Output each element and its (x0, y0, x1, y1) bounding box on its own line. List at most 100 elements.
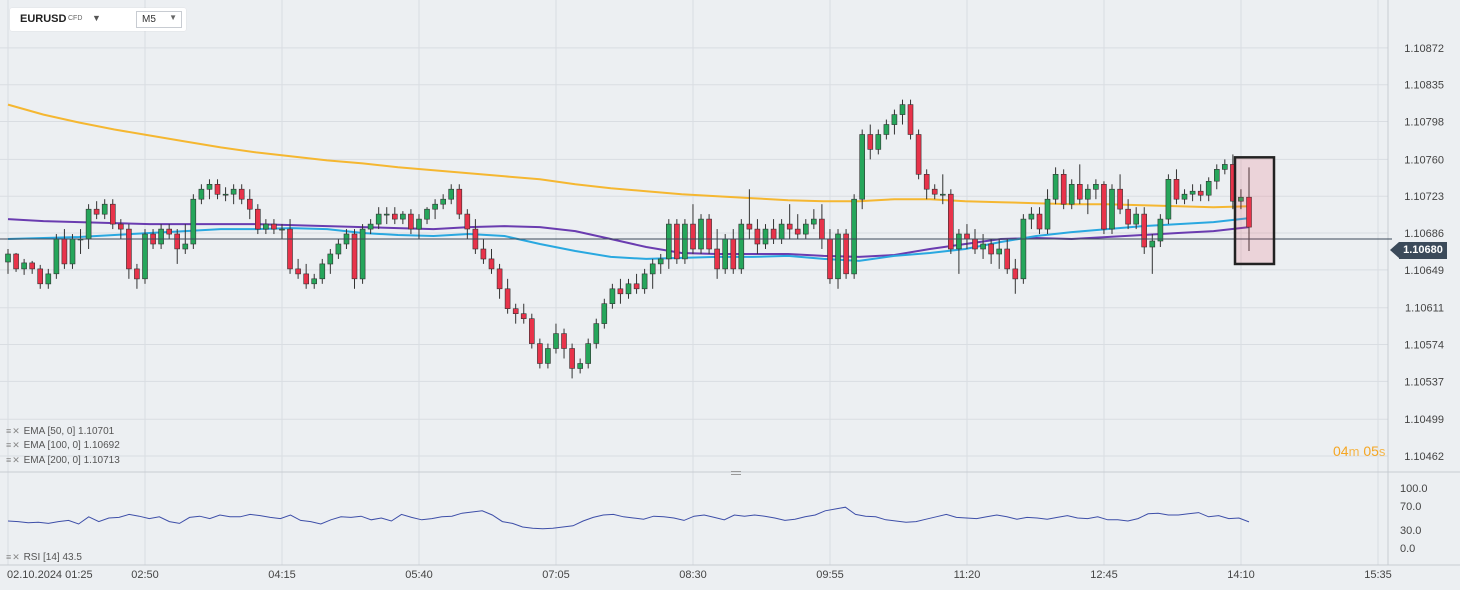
candle[interactable] (383, 207, 390, 225)
candle[interactable] (327, 248, 334, 274)
candle[interactable] (271, 219, 277, 235)
candle[interactable] (537, 338, 543, 369)
candle[interactable] (609, 283, 616, 309)
candle[interactable] (61, 229, 68, 269)
candle[interactable] (134, 263, 140, 289)
candle[interactable] (424, 207, 430, 225)
candle[interactable] (359, 224, 366, 284)
candle[interactable] (730, 229, 737, 274)
ema50-legend[interactable]: ≡✕ EMA [50, 0] 1.10701 (6, 426, 114, 437)
candle[interactable] (432, 199, 438, 220)
candle[interactable] (843, 229, 849, 279)
candle[interactable] (464, 209, 471, 240)
candle[interactable] (810, 209, 817, 230)
candle[interactable] (206, 179, 213, 200)
candle[interactable] (577, 358, 584, 374)
candle[interactable] (633, 273, 640, 294)
candle[interactable] (1165, 174, 1172, 225)
candle[interactable] (561, 328, 567, 359)
candle[interactable] (456, 184, 463, 220)
candle[interactable] (1173, 169, 1180, 205)
candle[interactable] (569, 343, 575, 379)
candle[interactable] (13, 252, 19, 272)
candle[interactable] (907, 99, 914, 140)
candle[interactable] (641, 268, 648, 294)
candle[interactable] (1141, 207, 1147, 254)
candle[interactable] (1085, 184, 1091, 215)
candle[interactable] (1077, 164, 1083, 205)
rsi-legend[interactable]: ≡✕ RSI [14] 43.5 (6, 552, 82, 563)
candle[interactable] (738, 219, 745, 274)
candle[interactable] (5, 248, 11, 274)
candle[interactable] (166, 224, 172, 240)
candle[interactable] (698, 214, 704, 254)
candle[interactable] (786, 204, 793, 240)
candle[interactable] (1189, 184, 1196, 202)
candle[interactable] (158, 224, 164, 249)
candle[interactable] (1133, 207, 1139, 230)
candle[interactable] (915, 129, 922, 180)
candle[interactable] (198, 184, 205, 205)
candle[interactable] (1093, 179, 1099, 200)
candle[interactable] (1157, 214, 1164, 247)
timeframe-select[interactable]: M5 ▼ (136, 11, 182, 28)
candle[interactable] (1246, 167, 1252, 251)
candle[interactable] (617, 278, 624, 304)
candle[interactable] (964, 224, 970, 249)
candle[interactable] (827, 229, 833, 284)
candle[interactable] (1036, 207, 1043, 235)
candle[interactable] (593, 318, 600, 349)
candle[interactable] (367, 219, 374, 235)
candle[interactable] (746, 189, 753, 240)
candle[interactable] (657, 253, 664, 274)
candle[interactable] (665, 219, 672, 269)
candle[interactable] (891, 109, 898, 135)
candle[interactable] (682, 219, 688, 264)
symbol-dropdown-icon[interactable]: ▼ (92, 13, 101, 23)
candle[interactable] (126, 224, 132, 279)
candle[interactable] (899, 99, 906, 125)
candle[interactable] (408, 209, 414, 235)
candle[interactable] (472, 219, 479, 254)
candle[interactable] (142, 229, 148, 284)
candle[interactable] (956, 229, 962, 274)
candle[interactable] (931, 184, 938, 200)
candle[interactable] (335, 239, 342, 259)
candle[interactable] (279, 224, 285, 240)
candle[interactable] (190, 194, 197, 249)
ema100-legend[interactable]: ≡✕ EMA [100, 0] 1.10692 (6, 440, 120, 451)
candle[interactable] (1125, 199, 1131, 230)
candle[interactable] (238, 184, 245, 205)
candle[interactable] (1181, 189, 1188, 205)
candle[interactable] (770, 219, 777, 244)
candle[interactable] (118, 219, 124, 240)
candle[interactable] (1109, 184, 1115, 235)
candle[interactable] (295, 258, 301, 279)
candle[interactable] (553, 323, 559, 354)
candle[interactable] (754, 219, 761, 254)
candle[interactable] (37, 264, 44, 289)
candle[interactable] (110, 199, 116, 230)
candle[interactable] (859, 129, 866, 210)
candle[interactable] (263, 219, 269, 235)
candle[interactable] (762, 224, 769, 249)
candle[interactable] (1044, 189, 1051, 235)
candle[interactable] (303, 263, 310, 289)
candle[interactable] (488, 248, 495, 274)
candle[interactable] (440, 194, 447, 210)
candle[interactable] (778, 219, 785, 244)
candle[interactable] (400, 211, 406, 225)
candle[interactable] (883, 119, 890, 140)
candle[interactable] (1238, 189, 1244, 210)
candle[interactable] (923, 169, 930, 200)
candle[interactable] (1149, 234, 1156, 274)
candle[interactable] (545, 343, 551, 369)
candle[interactable] (85, 204, 92, 249)
symbol-label[interactable]: EURUSD (20, 13, 67, 25)
candle[interactable] (448, 184, 455, 205)
candle[interactable] (1004, 239, 1011, 274)
candle[interactable] (222, 187, 229, 202)
candle[interactable] (375, 207, 382, 230)
candle[interactable] (512, 303, 519, 324)
